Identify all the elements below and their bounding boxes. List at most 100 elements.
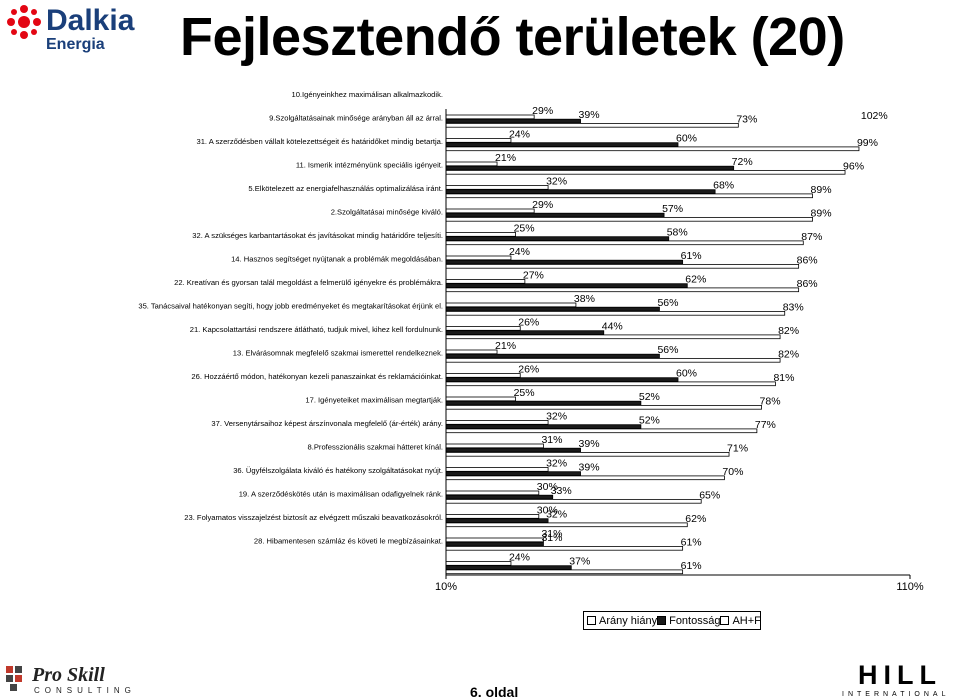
data-label-fontossag: 57% [662, 203, 683, 215]
bar-ah-f [445, 146, 860, 152]
data-label-fontossag: 72% [732, 156, 753, 168]
category-label: 32. A szükséges karbantartásokat és javí… [192, 231, 443, 240]
bar-fontossag [445, 283, 688, 288]
category-label: 37. Versenytársaihoz képest árszínvonala… [211, 419, 443, 428]
data-label-ah-f: 62% [685, 513, 706, 525]
category-label: 19. A szerződéskötés után is maximálisan… [239, 490, 443, 499]
category-label: 17. Igényeteiket maximálisan megtartják. [305, 396, 443, 405]
bar-ah-f [445, 522, 688, 528]
legend-swatch-ah-f [720, 616, 730, 625]
bar-arany-hiany [445, 232, 516, 237]
bar-arany-hiany [445, 114, 535, 120]
data-label-fontossag: 37% [569, 556, 590, 568]
data-label-fontossag: 32% [546, 509, 567, 521]
data-label-arany-hiany: 25% [514, 223, 535, 235]
proskill-logo-mark-icon [6, 666, 22, 691]
legend-swatch-fontossag [657, 616, 667, 625]
bar-ah-f [445, 357, 781, 363]
hill-logo: HILL INTERNATIONAL [838, 660, 958, 700]
bar-fontossag [445, 494, 554, 500]
data-label-ah-f: 89% [811, 184, 832, 196]
data-label-ah-f: 65% [699, 489, 720, 501]
x-tick-label: 10% [435, 581, 457, 593]
data-label-arany-hiany: 29% [532, 105, 553, 117]
bar-fontossag [445, 471, 581, 476]
data-label-ah-f: 70% [722, 466, 743, 478]
data-label-arany-hiany: 32% [546, 411, 567, 423]
bar-fontossag [445, 424, 642, 429]
legend-swatch-arany-hiany [587, 616, 596, 625]
category-label: 14. Hasznos segítséget nyújtanak a probl… [231, 255, 443, 264]
bar-arany-hiany [445, 302, 577, 308]
data-label-ah-f: 87% [801, 231, 822, 243]
legend-item-fontossag: Fontosság [657, 615, 720, 627]
data-label-ah-f: 61% [681, 536, 702, 548]
bar-fontossag [445, 518, 549, 523]
legend-item-arany-hiany: Arány hiány [587, 615, 657, 627]
data-label-fontossag: 39% [579, 438, 600, 450]
bar-arany-hiany [445, 185, 549, 190]
bar-ah-f [445, 287, 800, 293]
bar-ah-f [445, 310, 786, 316]
data-label-ah-f: 83% [783, 301, 804, 313]
bar-ah-f [445, 123, 739, 128]
bar-fontossag [445, 330, 605, 335]
data-label-ah-f: 81% [773, 372, 794, 384]
data-label-ah-f: 86% [797, 254, 818, 266]
category-label: 36. Ügyfélszolgálata kiváló és hatékony … [233, 466, 443, 475]
bar-fontossag [445, 447, 581, 453]
data-label-ah-f: 73% [736, 113, 757, 125]
data-label-ah-f: 77% [755, 419, 776, 431]
bar-arany-hiany [445, 490, 540, 496]
bar-fontossag [445, 306, 660, 312]
category-label: 35. Tanácsaival hatékonyan segíti, hogy … [138, 302, 443, 311]
data-label-arany-hiany: 26% [518, 317, 539, 329]
category-label: 10.Igényeinkhez maximálisan alkalmazkodi… [291, 90, 443, 99]
category-label: 8.Professzionális szakmai hátteret kínál… [308, 443, 443, 452]
data-label-ah-f: 61% [681, 560, 702, 572]
data-label-arany-hiany: 21% [495, 152, 516, 164]
data-label-fontossag: 44% [602, 321, 623, 333]
data-label-arany-hiany: 24% [509, 246, 530, 258]
bar-fontossag [445, 118, 581, 124]
category-label: 31. A szerződésben vállalt kötelezettség… [196, 137, 443, 146]
bar-fontossag [445, 189, 716, 194]
bar-arany-hiany [445, 279, 526, 284]
bar-arany-hiany [445, 561, 512, 566]
category-label: 2.Szolgáltatásai minősége kiváló. [331, 208, 443, 217]
category-label: 22. Kreatívan és gyorsan talál megoldást… [174, 278, 443, 287]
data-label-fontossag: 60% [676, 133, 697, 145]
data-label-arany-hiany: 32% [546, 458, 567, 470]
proskill-logo-sub: CONSULTING [34, 686, 136, 695]
legend-label-fontossag: Fontosság [669, 614, 721, 627]
category-label: 13. Elvárásomnak megfelelő szakmai ismer… [233, 349, 443, 358]
data-label-ah-f: 86% [797, 278, 818, 290]
page-number: 6. oldal [470, 684, 519, 700]
data-label-fontossag: 62% [685, 274, 706, 286]
bar-arany-hiany [445, 138, 512, 143]
data-label-fontossag: 39% [579, 109, 600, 121]
data-label-arany-hiany: 27% [523, 270, 544, 282]
data-label-arany-hiany: 26% [518, 364, 539, 376]
data-label-arany-hiany: 21% [495, 340, 516, 352]
data-label-fontossag: 60% [676, 368, 697, 380]
bar-arany-hiany [445, 326, 521, 331]
bar-ah-f [445, 498, 702, 504]
bar-arany-hiany [445, 467, 549, 472]
data-label-fontossag: 39% [579, 462, 600, 474]
data-label-fontossag: 58% [667, 227, 688, 239]
bar-arany-hiany [445, 255, 512, 261]
legend-label-ah-f: AH+F [732, 614, 761, 627]
data-label-arany-hiany: 24% [509, 129, 530, 141]
bar-arany-hiany [445, 443, 544, 449]
data-label-fontossag: 68% [713, 180, 734, 192]
bar-fontossag [445, 400, 642, 406]
category-label: 26. Hozzáértő módon, hatékonyan kezeli p… [191, 372, 443, 381]
bar-fontossag [445, 353, 660, 359]
bar-arany-hiany [445, 514, 540, 519]
bar-fontossag [445, 377, 679, 382]
bar-fontossag [445, 212, 665, 218]
data-label-arany-hiany: 30% [537, 481, 558, 493]
chart-legend: Arány hiány Fontosság AH+F [583, 611, 761, 630]
